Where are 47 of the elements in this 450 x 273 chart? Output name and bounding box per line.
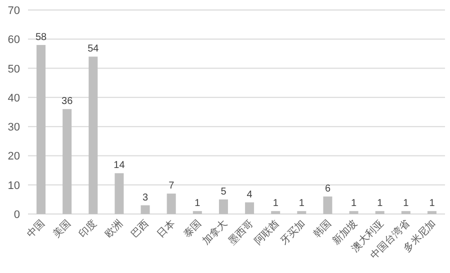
bar	[271, 211, 280, 214]
y-tick-label: 30	[8, 122, 20, 134]
bar	[36, 44, 46, 214]
x-tick-label: 泰国	[182, 218, 204, 240]
data-label: 54	[88, 44, 100, 55]
data-label: 1	[351, 198, 357, 210]
data-label: 6	[324, 184, 331, 195]
data-label: 1	[272, 198, 279, 210]
x-tick-label: 印度	[76, 218, 100, 240]
data-label: 58	[35, 32, 48, 43]
bar	[375, 211, 384, 214]
y-tick-label: 40	[8, 92, 20, 104]
bar	[114, 173, 124, 214]
bar	[245, 202, 254, 214]
y-tick-label: 10	[8, 180, 20, 192]
data-label: 7	[168, 180, 175, 192]
bar	[62, 109, 72, 214]
x-tick-label: 欧洲	[102, 218, 126, 240]
data-label: 14	[114, 160, 126, 172]
bar	[218, 199, 228, 214]
data-label: 4	[246, 189, 253, 200]
bar	[140, 205, 150, 214]
data-label: 1	[429, 198, 436, 210]
bar	[192, 211, 202, 214]
x-tick-label: 日本	[154, 218, 178, 240]
bar	[166, 194, 176, 214]
y-tick-label: 0	[14, 209, 20, 221]
bar	[349, 211, 358, 214]
data-label: 3	[142, 192, 148, 204]
data-label: 36	[62, 96, 74, 108]
y-tick-label: 50	[8, 63, 20, 76]
bar	[297, 211, 306, 214]
x-tick-label: 中国	[24, 218, 48, 240]
x-tick-label: 美国	[50, 218, 74, 240]
y-tick-label: 70	[8, 5, 20, 17]
data-label: 1	[298, 198, 305, 210]
x-tick-label: 巴西	[129, 218, 152, 240]
bar	[427, 211, 436, 214]
y-tick-label: 60	[8, 34, 20, 46]
data-label: 1	[403, 198, 410, 210]
data-label: 1	[377, 198, 384, 210]
bar	[401, 211, 410, 214]
data-label: 5	[220, 186, 227, 198]
bar	[323, 196, 332, 214]
bar	[88, 56, 98, 214]
y-tick-label: 20	[8, 150, 20, 163]
data-label: 1	[194, 198, 201, 210]
